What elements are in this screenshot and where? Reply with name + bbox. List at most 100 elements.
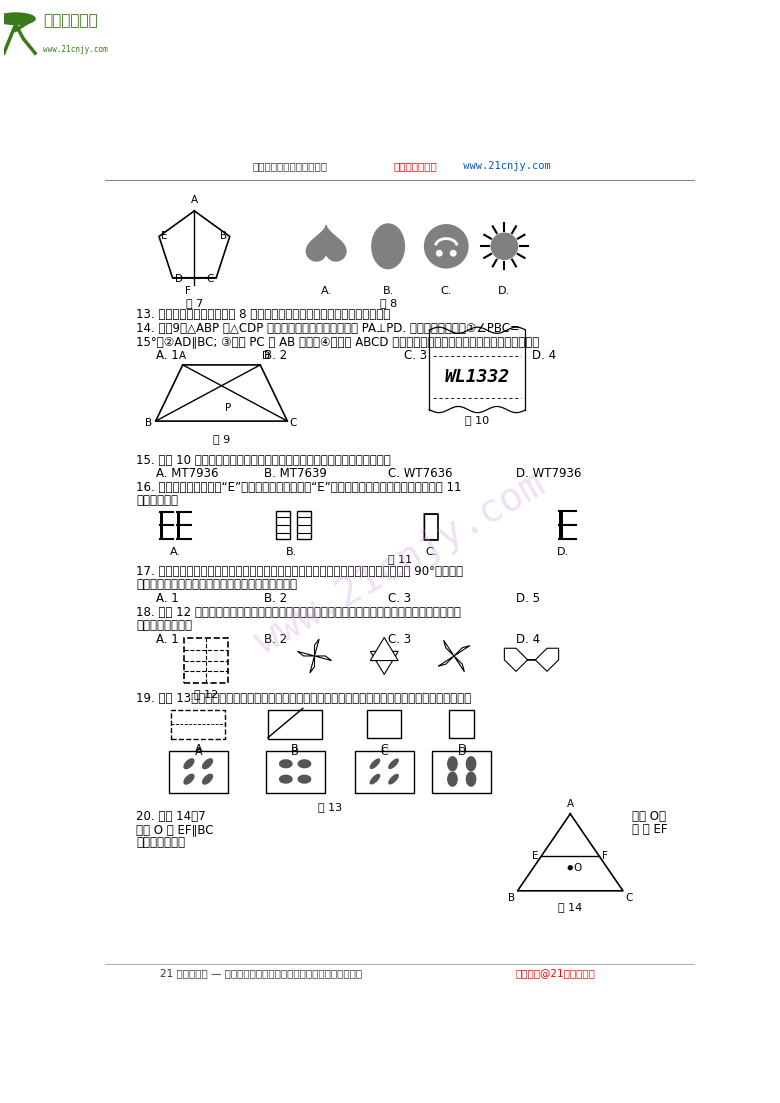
Text: 图 12: 图 12 (194, 689, 218, 699)
Text: 开后仍是一个轴对称图形，此时有（　　）条对称轴: 开后仍是一个轴对称图形，此时有（ ）条对称轴 (136, 578, 297, 591)
Text: B: B (219, 232, 227, 242)
Text: B: B (291, 743, 299, 753)
Text: O: O (573, 863, 582, 872)
Text: D. 5: D. 5 (516, 592, 540, 606)
Bar (159, 511, 162, 538)
Text: A: A (194, 747, 202, 757)
Text: www.21cnjy.com: www.21cnjy.com (249, 465, 551, 662)
Text: B. MT7639: B. MT7639 (264, 468, 327, 480)
Text: A.: A. (321, 287, 332, 297)
Text: D: D (175, 275, 183, 285)
Polygon shape (310, 656, 314, 673)
Text: A: A (567, 800, 574, 810)
Text: C. 3: C. 3 (388, 592, 411, 606)
Text: 图 8: 图 8 (380, 298, 397, 308)
Text: A: A (194, 743, 202, 753)
Polygon shape (370, 774, 380, 784)
Polygon shape (448, 772, 457, 786)
Text: A: A (191, 195, 198, 205)
Text: D. 4: D. 4 (516, 633, 540, 646)
Polygon shape (370, 638, 399, 661)
Polygon shape (454, 656, 464, 672)
Polygon shape (268, 710, 322, 739)
Text: P: P (225, 403, 231, 413)
Text: D.: D. (556, 547, 569, 557)
Text: 16. 取一张纸对折后面上“E”，用小刀把画出的字母“E”挞夹拉开，将可能得到的图案是如图 11: 16. 取一张纸对折后面上“E”，用小刀把画出的字母“E”挞夹拉开，将可能得到的… (136, 481, 462, 494)
Text: 线 段 EF: 线 段 EF (633, 823, 668, 836)
Text: B: B (508, 893, 516, 903)
Bar (276, 511, 289, 539)
Text: 图 10: 图 10 (465, 415, 489, 425)
Text: 18. 如图 12 设将一张正方形纸片沿右图中虚线剪开后，能拼成下列四个图形，则其中是轴对称图形: 18. 如图 12 设将一张正方形纸片沿右图中虚线剪开后，能拼成下列四个图形，则… (136, 606, 461, 619)
Text: 本资料来自于资源最齐全的: 本资料来自于资源最齐全的 (253, 161, 328, 171)
Text: E: E (161, 232, 168, 242)
Text: 图 13: 图 13 (318, 802, 342, 812)
Text: A. 1: A. 1 (156, 349, 179, 362)
Polygon shape (370, 652, 399, 674)
Text: ２１世纪教育: ２１世纪教育 (43, 13, 98, 28)
Text: 图 11: 图 11 (388, 555, 412, 565)
Text: D. 4: D. 4 (531, 349, 555, 362)
Polygon shape (505, 649, 558, 672)
Text: 15. 如图 10 是一辆汽车车牌在水中的倒影，则这辆车的车牌号是（　　　）: 15. 如图 10 是一辆汽车车牌在水中的倒影，则这辆车的车牌号是（ ） (136, 454, 391, 468)
Bar (355, 751, 413, 793)
Text: B.: B. (285, 547, 297, 557)
Text: C: C (381, 743, 388, 753)
Text: 版权所有@21世纪教育网: 版权所有@21世纪教育网 (516, 968, 596, 978)
Polygon shape (184, 774, 194, 784)
Polygon shape (307, 225, 346, 261)
Text: D: D (458, 743, 466, 753)
Text: D. WT7936: D. WT7936 (516, 468, 581, 480)
Text: F: F (186, 287, 191, 297)
Polygon shape (203, 774, 212, 784)
Text: D: D (262, 351, 270, 361)
Circle shape (437, 250, 442, 256)
Text: 21 世纪教育网 — 中国最大型、最专业的中小学教育资源门户网站。: 21 世纪教育网 — 中国最大型、最专业的中小学教育资源门户网站。 (159, 968, 362, 978)
Text: F: F (601, 852, 608, 861)
Polygon shape (466, 772, 476, 786)
Circle shape (491, 233, 518, 259)
Text: 17. 取一张正方形纸沿对角线折叠后，再沿这个等腾三角形底边上的高线对折，剪去含 90°的角，打: 17. 取一张正方形纸沿对角线折叠后，再沿这个等腾三角形底边上的高线对折，剪去含… (136, 565, 463, 578)
Polygon shape (466, 757, 476, 771)
Circle shape (569, 866, 573, 869)
Text: C.: C. (425, 547, 437, 557)
Bar (183, 639, 229, 683)
Text: C. 3: C. 3 (403, 349, 427, 362)
Text: 图 9: 图 9 (213, 435, 230, 445)
Text: C: C (626, 893, 633, 903)
Circle shape (0, 13, 35, 24)
Text: A: A (179, 351, 186, 361)
Polygon shape (454, 645, 470, 656)
Bar (559, 511, 562, 539)
Circle shape (424, 225, 468, 268)
Text: 15°；②AD∥BC; ③直线 PC 与 AB 垂直；④四边形 ABCD 是轴对称图形，其中正确结论的个数为（　　）: 15°；②AD∥BC; ③直线 PC 与 AB 垂直；④四边形 ABCD 是轴对… (136, 335, 540, 347)
Text: 中的（　　）: 中的（ ） (136, 494, 179, 507)
Ellipse shape (372, 224, 404, 269)
Text: B: B (145, 418, 153, 428)
Text: D: D (458, 747, 466, 757)
Text: C: C (207, 275, 214, 285)
Polygon shape (389, 759, 399, 769)
Text: A. 1: A. 1 (156, 592, 179, 606)
Text: B. 2: B. 2 (264, 592, 287, 606)
Polygon shape (280, 760, 292, 768)
Polygon shape (448, 757, 457, 771)
Polygon shape (297, 652, 314, 656)
Text: B. 2: B. 2 (264, 349, 287, 362)
Text: 山: 山 (422, 512, 440, 542)
Text: 过点 O 作 EF∥BC: 过点 O 作 EF∥BC (136, 823, 214, 836)
Text: ２１世纪教育网: ２１世纪教育网 (394, 161, 438, 171)
Text: 于点 O，: 于点 O， (633, 810, 666, 823)
Polygon shape (298, 775, 310, 783)
Text: WL1332: WL1332 (445, 368, 510, 386)
Text: A. 1: A. 1 (156, 633, 179, 646)
Text: B. 2: B. 2 (264, 633, 287, 646)
Text: B: B (291, 747, 299, 757)
Text: 19. 如图 13，将一张正方形纸片经两次对折，并剪出一个菱形小洞后展开铺平，得到的图形是（　　）: 19. 如图 13，将一张正方形纸片经两次对折，并剪出一个菱形小洞后展开铺平，得… (136, 693, 471, 705)
Text: 图 14: 图 14 (558, 902, 583, 912)
Text: C: C (289, 418, 297, 428)
Polygon shape (314, 639, 319, 656)
Text: 的个数是（　　）: 的个数是（ ） (136, 619, 192, 632)
Text: C.: C. (441, 287, 452, 297)
Bar (176, 511, 179, 538)
